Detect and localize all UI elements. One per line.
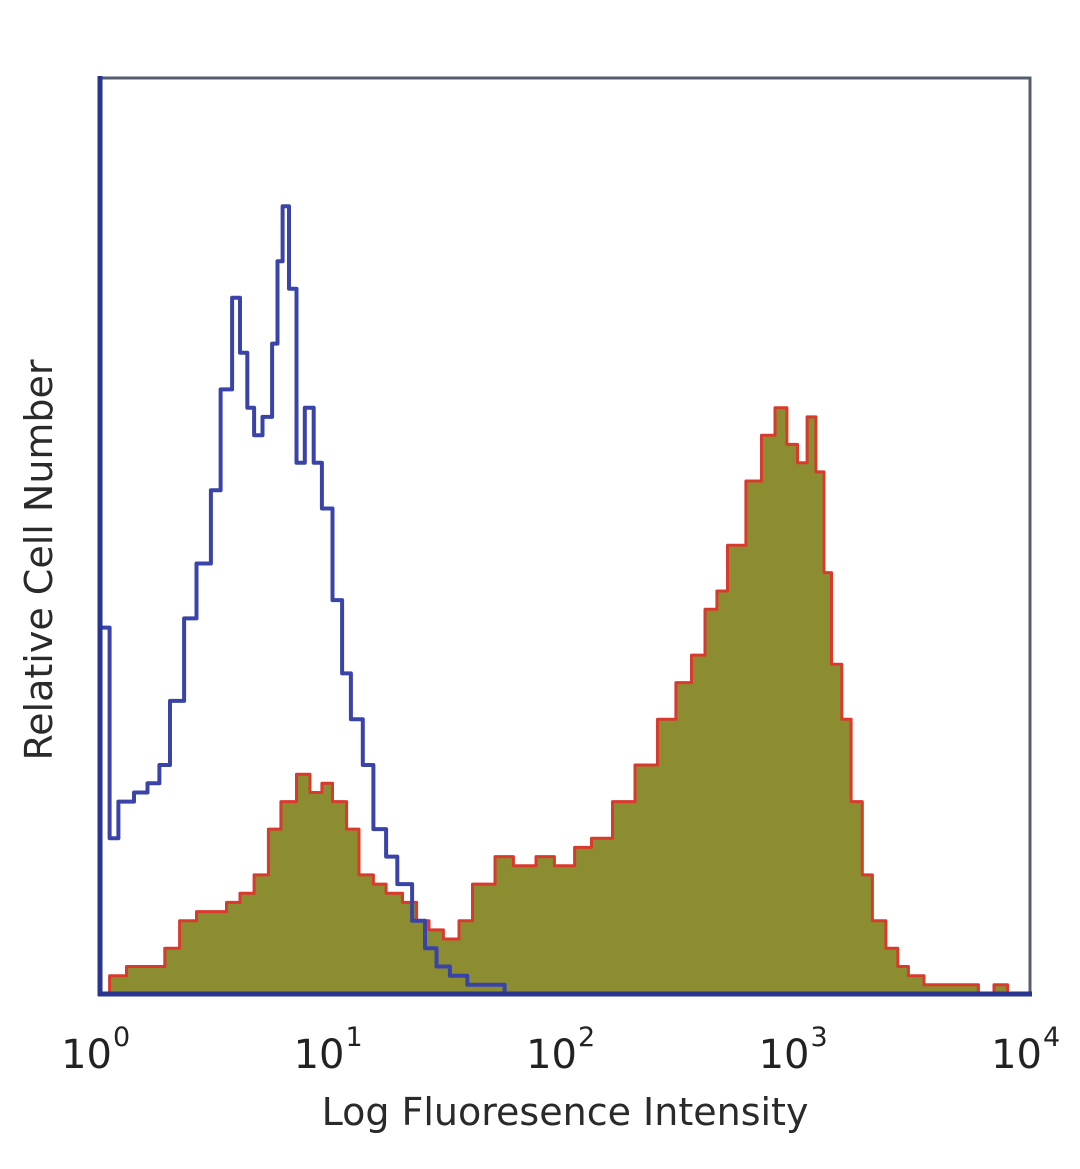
x-tick-exponent: 4 [1043,1022,1060,1053]
x-tick-label: 10 [61,1032,112,1078]
x-tick-exponent: 1 [346,1022,363,1053]
series-layer [100,204,1030,996]
outline-series-line [100,204,1030,996]
x-tick-exponent: 0 [113,1022,130,1053]
y-axis-label: Relative Cell Number [17,359,61,760]
x-axis-label: Log Fluoresence Intensity [322,1090,809,1134]
x-tick-exponent: 3 [811,1022,828,1053]
x-tick-label: 10 [294,1032,345,1078]
filled-series-outline [100,406,1030,996]
filled-series-area [100,407,1030,994]
x-tick-labels: 10 0 10 1 10 2 10 3 10 4 [61,1022,1060,1078]
x-tick-label: 10 [991,1032,1042,1078]
x-tick-label: 10 [759,1032,810,1078]
x-tick-exponent: 2 [578,1022,595,1053]
x-tick-label: 10 [526,1032,577,1078]
